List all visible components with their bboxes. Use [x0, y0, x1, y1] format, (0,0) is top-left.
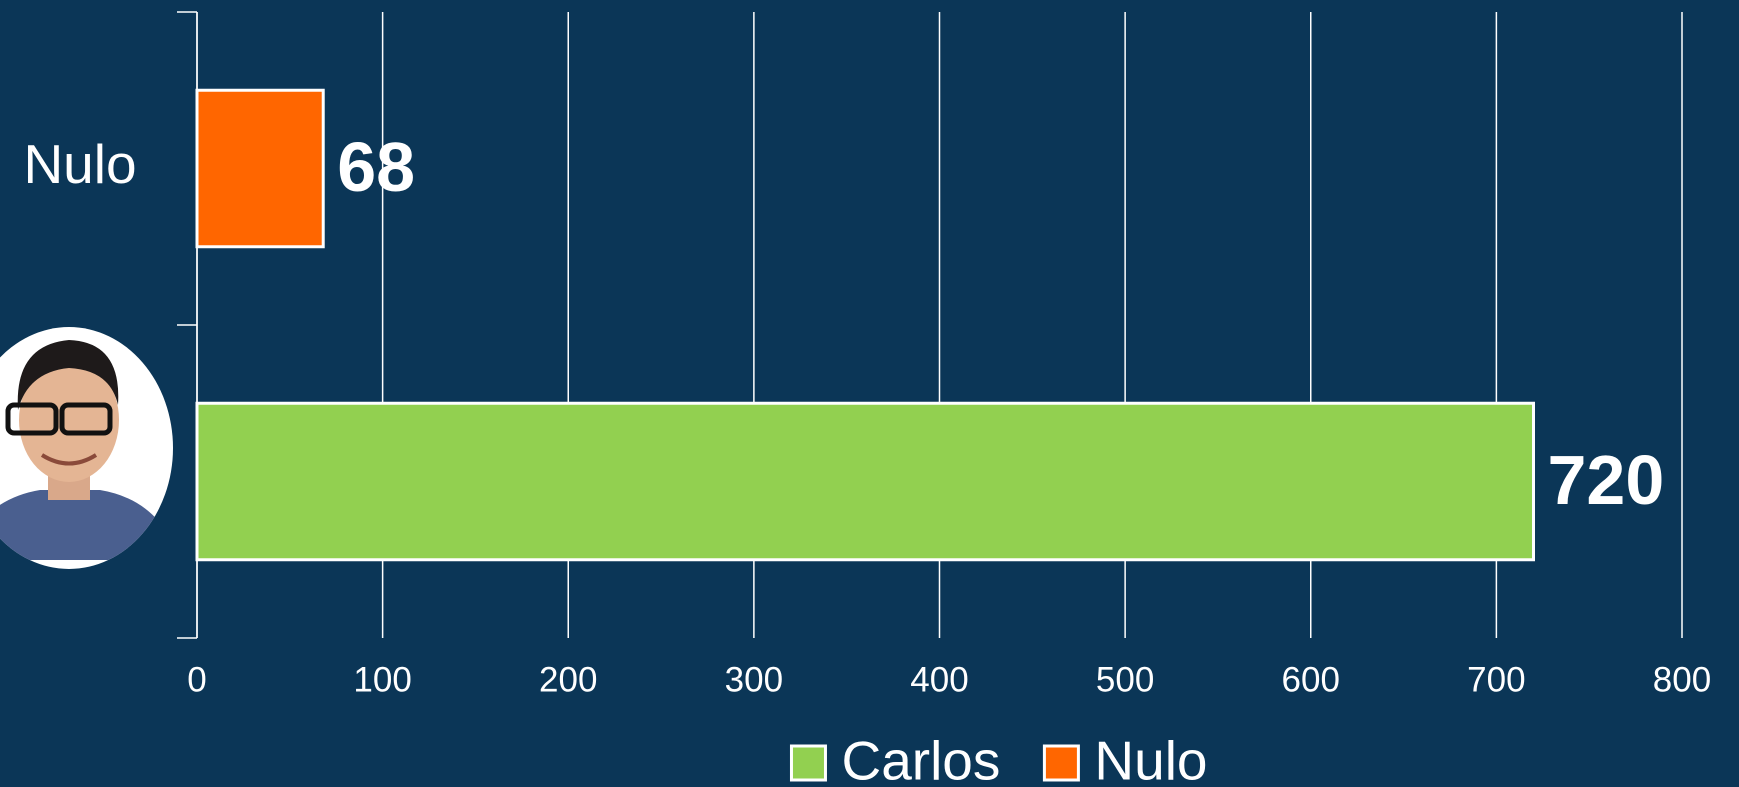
legend-label: Carlos — [841, 730, 1000, 787]
x-tick-label: 200 — [539, 660, 597, 699]
y-tick-label: Nulo — [23, 133, 136, 195]
x-tick-label: 600 — [1282, 660, 1340, 699]
value-label: 720 — [1548, 441, 1665, 519]
value-label: 68 — [337, 128, 415, 206]
candidate-photo — [0, 327, 173, 569]
x-tick-label: 0 — [187, 660, 206, 699]
bar — [195, 88, 325, 249]
legend-swatch — [1042, 744, 1080, 782]
x-tick-label: 700 — [1467, 660, 1525, 699]
x-tick-label: 800 — [1653, 660, 1711, 699]
x-tick-label: 300 — [725, 660, 783, 699]
legend-swatch — [789, 744, 827, 782]
x-tick-label: 400 — [910, 660, 968, 699]
legend-label: Nulo — [1094, 730, 1207, 787]
x-tick-label: 500 — [1096, 660, 1154, 699]
x-tick-label: 100 — [353, 660, 411, 699]
bar — [195, 401, 1535, 562]
